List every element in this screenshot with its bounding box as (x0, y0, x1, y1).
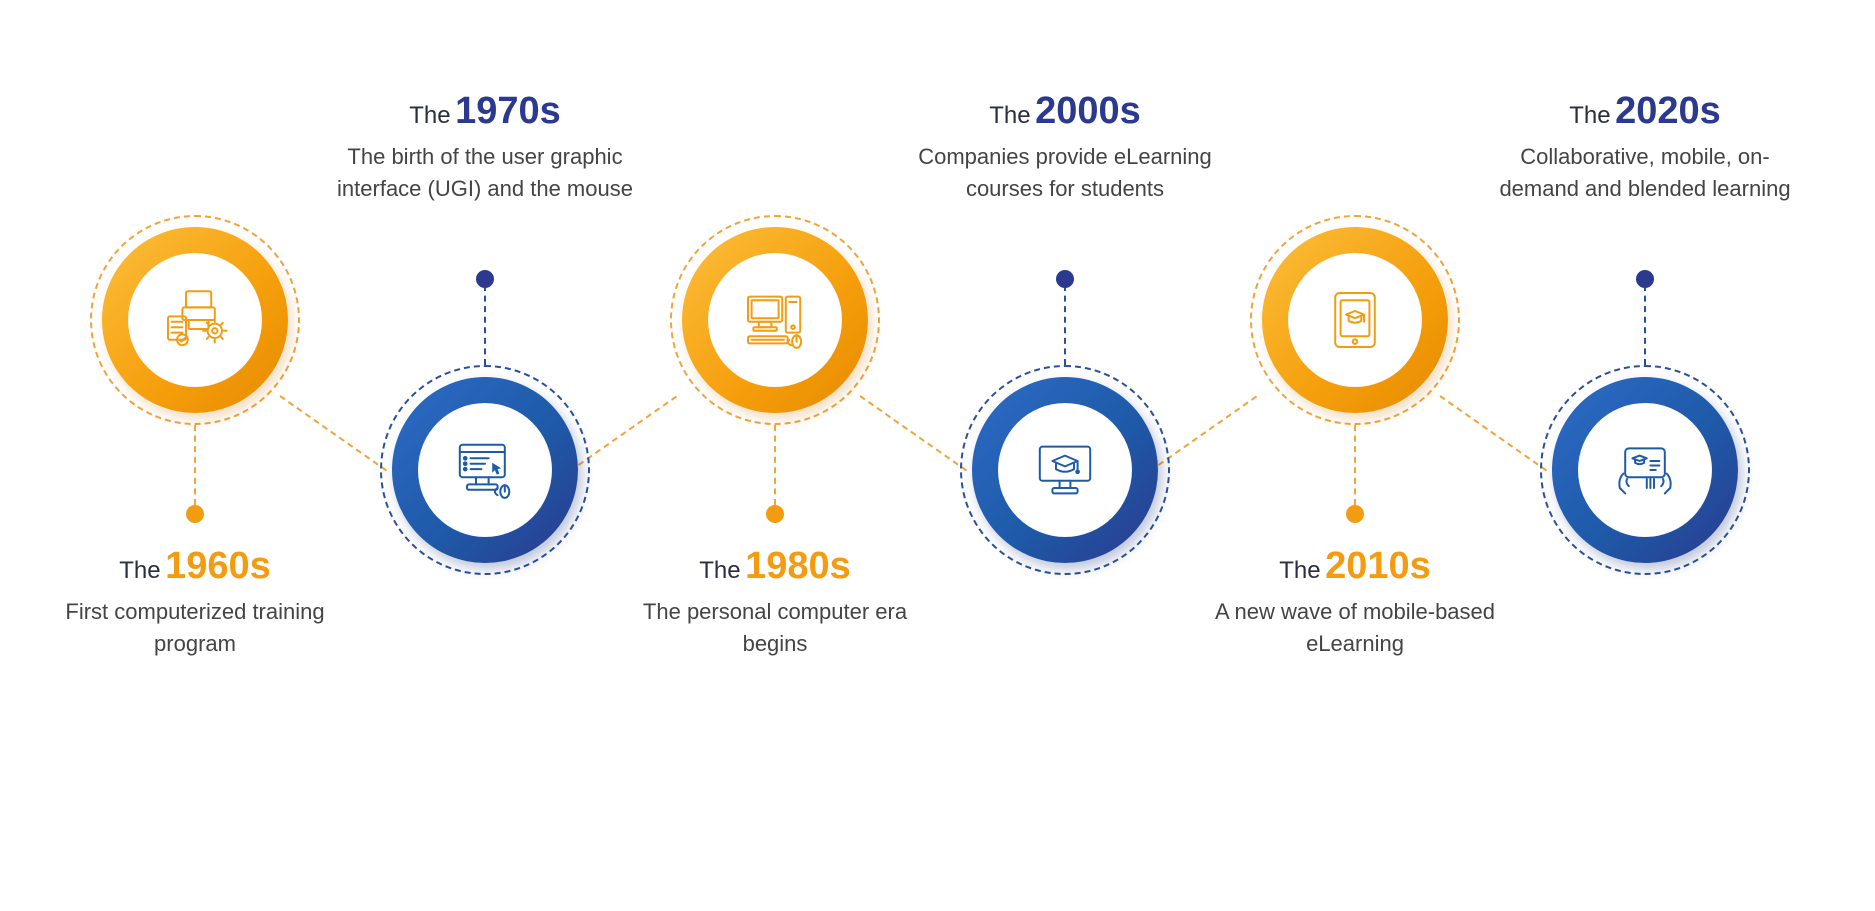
label-desc: First computerized training program (45, 596, 345, 660)
label-decade: 1970s (455, 90, 561, 132)
label-1960s: The 1960s First computerized training pr… (45, 545, 345, 660)
label-prefix: The (989, 102, 1030, 129)
vline-2010s (1354, 425, 1356, 505)
timeline-infographic: The 1960s First computerized training pr… (0, 0, 1875, 911)
label-2010s: The 2010s A new wave of mobile-based eLe… (1205, 545, 1505, 660)
dot-2010s (1346, 505, 1364, 523)
dot-2020s (1636, 270, 1654, 288)
label-desc: The birth of the user graphic interface … (335, 141, 635, 205)
node-1970s (380, 365, 590, 575)
label-prefix: The (409, 102, 450, 129)
node-2020s (1540, 365, 1750, 575)
monitor-gradcap-icon (1025, 430, 1105, 510)
label-decade: 1960s (165, 545, 271, 587)
dot-1960s (186, 505, 204, 523)
vline-2000s (1064, 285, 1066, 365)
label-desc: The personal computer era begins (625, 596, 925, 660)
printer-doc-gear-icon (155, 280, 235, 360)
label-decade: 2010s (1325, 545, 1431, 587)
label-1980s: The 1980s The personal computer era begi… (625, 545, 925, 660)
hands-tablet-icon (1605, 430, 1685, 510)
node-2010s (1250, 215, 1460, 425)
label-1970s: The 1970s The birth of the user graphic … (335, 90, 635, 205)
label-decade: 2020s (1615, 90, 1721, 132)
vline-2020s (1644, 285, 1646, 365)
label-prefix: The (1279, 557, 1320, 584)
vline-1960s (194, 425, 196, 505)
node-1980s (670, 215, 880, 425)
dot-2000s (1056, 270, 1074, 288)
desktop-pc-icon (735, 280, 815, 360)
tablet-gradcap-icon (1315, 280, 1395, 360)
vline-1970s (484, 285, 486, 365)
node-inner (1288, 253, 1422, 387)
label-prefix: The (1569, 102, 1610, 129)
screen-cursor-icon (445, 430, 525, 510)
node-inner (1578, 403, 1712, 537)
label-desc: Companies provide eLearning courses for … (915, 141, 1215, 205)
vline-1980s (774, 425, 776, 505)
node-inner (128, 253, 262, 387)
node-2000s (960, 365, 1170, 575)
label-desc: Collaborative, mobile, on-demand and ble… (1495, 141, 1795, 205)
label-2020s: The 2020s Collaborative, mobile, on-dema… (1495, 90, 1795, 205)
label-desc: A new wave of mobile-based eLearning (1205, 596, 1505, 660)
node-1960s (90, 215, 300, 425)
label-prefix: The (699, 557, 740, 584)
label-prefix: The (119, 557, 160, 584)
dot-1970s (476, 270, 494, 288)
label-decade: 2000s (1035, 90, 1141, 132)
node-inner (708, 253, 842, 387)
label-decade: 1980s (745, 545, 851, 587)
node-inner (418, 403, 552, 537)
dot-1980s (766, 505, 784, 523)
node-inner (998, 403, 1132, 537)
label-2000s: The 2000s Companies provide eLearning co… (915, 90, 1215, 205)
